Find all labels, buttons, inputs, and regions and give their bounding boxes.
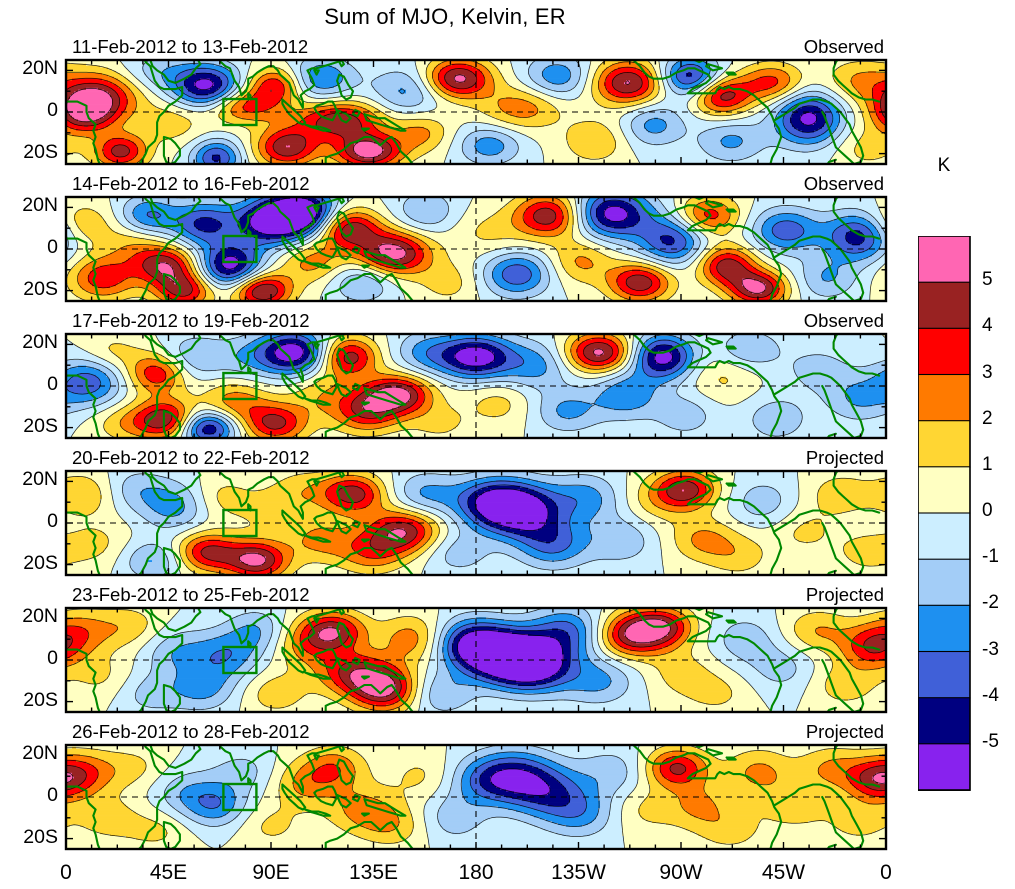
colorbar-unit-label: K <box>937 155 951 176</box>
panel-1-ytick-0: 0 <box>47 99 58 121</box>
xtick-0: 0 <box>60 861 72 884</box>
panel-4-date-label: 20-Feb-2012 to 22-Feb-2012 <box>72 447 310 468</box>
xtick-7: 45W <box>761 861 806 884</box>
panel-2-date-label: 14-Feb-2012 to 16-Feb-2012 <box>72 173 310 194</box>
colorbar-tick--4: -4 <box>982 684 999 706</box>
panel-6-ytick-0: 0 <box>47 784 58 806</box>
xtick-6: 90W <box>659 861 703 884</box>
panel-1-ytick-20S: 20S <box>23 140 58 163</box>
colorbar-svg <box>918 236 971 791</box>
xtick-5: 135W <box>551 861 606 884</box>
xtick-2: 90E <box>252 861 290 884</box>
colorbar-tick-2: 2 <box>982 407 993 429</box>
xtick-3: 135E <box>348 861 399 884</box>
colorbar-tick--1: -1 <box>982 546 999 568</box>
panel-3-field <box>64 332 888 440</box>
panel-4-ytick-20N: 20N <box>22 468 58 491</box>
panel-5-ytick-20N: 20N <box>22 605 58 628</box>
colorbar-tick--2: -2 <box>982 592 999 614</box>
panel-5-ytick-0: 0 <box>47 647 58 669</box>
panel-5-field <box>64 606 888 714</box>
panel-2-field <box>64 195 888 303</box>
colorbar-tick-4: 4 <box>982 315 993 337</box>
panel-1-date-label: 11-Feb-2012 to 13-Feb-2012 <box>72 36 309 57</box>
colorbar-tick-3: 3 <box>982 361 993 383</box>
panel-6-ytick-20N: 20N <box>22 742 58 765</box>
xtick-4: 180 <box>458 861 494 884</box>
colorbar-tick-5: 5 <box>982 269 993 291</box>
panel-4-status-label: Projected <box>805 447 884 468</box>
panel-6-ytick-20S: 20S <box>23 825 58 848</box>
panel-1-field <box>64 58 888 166</box>
xtick-8: 0 <box>880 861 892 884</box>
xtick-1: 45E <box>149 861 188 884</box>
colorbar-tick--5: -5 <box>982 730 999 752</box>
colorbar-tick-0: 0 <box>982 500 993 521</box>
panel-3-ytick-20N: 20N <box>22 331 58 354</box>
panel-3-ytick-20S: 20S <box>23 414 58 437</box>
panel-2-ytick-20S: 20S <box>23 277 58 300</box>
panel-1-ytick-20N: 20N <box>22 57 58 80</box>
panel-5-date-label: 23-Feb-2012 to 25-Feb-2012 <box>72 584 310 605</box>
panel-2-status-label: Observed <box>803 173 884 194</box>
panel-2-ytick-20N: 20N <box>22 194 58 217</box>
page-title: Sum of MJO, Kelvin, ER <box>324 4 566 29</box>
panel-3-ytick-0: 0 <box>47 373 58 395</box>
panel-6-status-label: Projected <box>805 721 884 742</box>
panel-4-ytick-20S: 20S <box>23 551 58 574</box>
panel-3-date-label: 17-Feb-2012 to 19-Feb-2012 <box>72 310 310 331</box>
panel-2-ytick-0: 0 <box>47 236 58 258</box>
panel-4-field <box>64 469 888 577</box>
colorbar-tick-1: 1 <box>982 453 993 475</box>
panel-5-status-label: Projected <box>805 584 884 605</box>
panel-6-field <box>64 743 888 851</box>
panel-4-ytick-0: 0 <box>47 510 58 532</box>
panel-6-date-label: 26-Feb-2012 to 28-Feb-2012 <box>72 721 310 742</box>
colorbar-tick--3: -3 <box>982 638 999 660</box>
panel-1-status-label: Observed <box>803 36 884 57</box>
panel-3-status-label: Observed <box>803 310 884 331</box>
panel-5-ytick-20S: 20S <box>23 688 58 711</box>
